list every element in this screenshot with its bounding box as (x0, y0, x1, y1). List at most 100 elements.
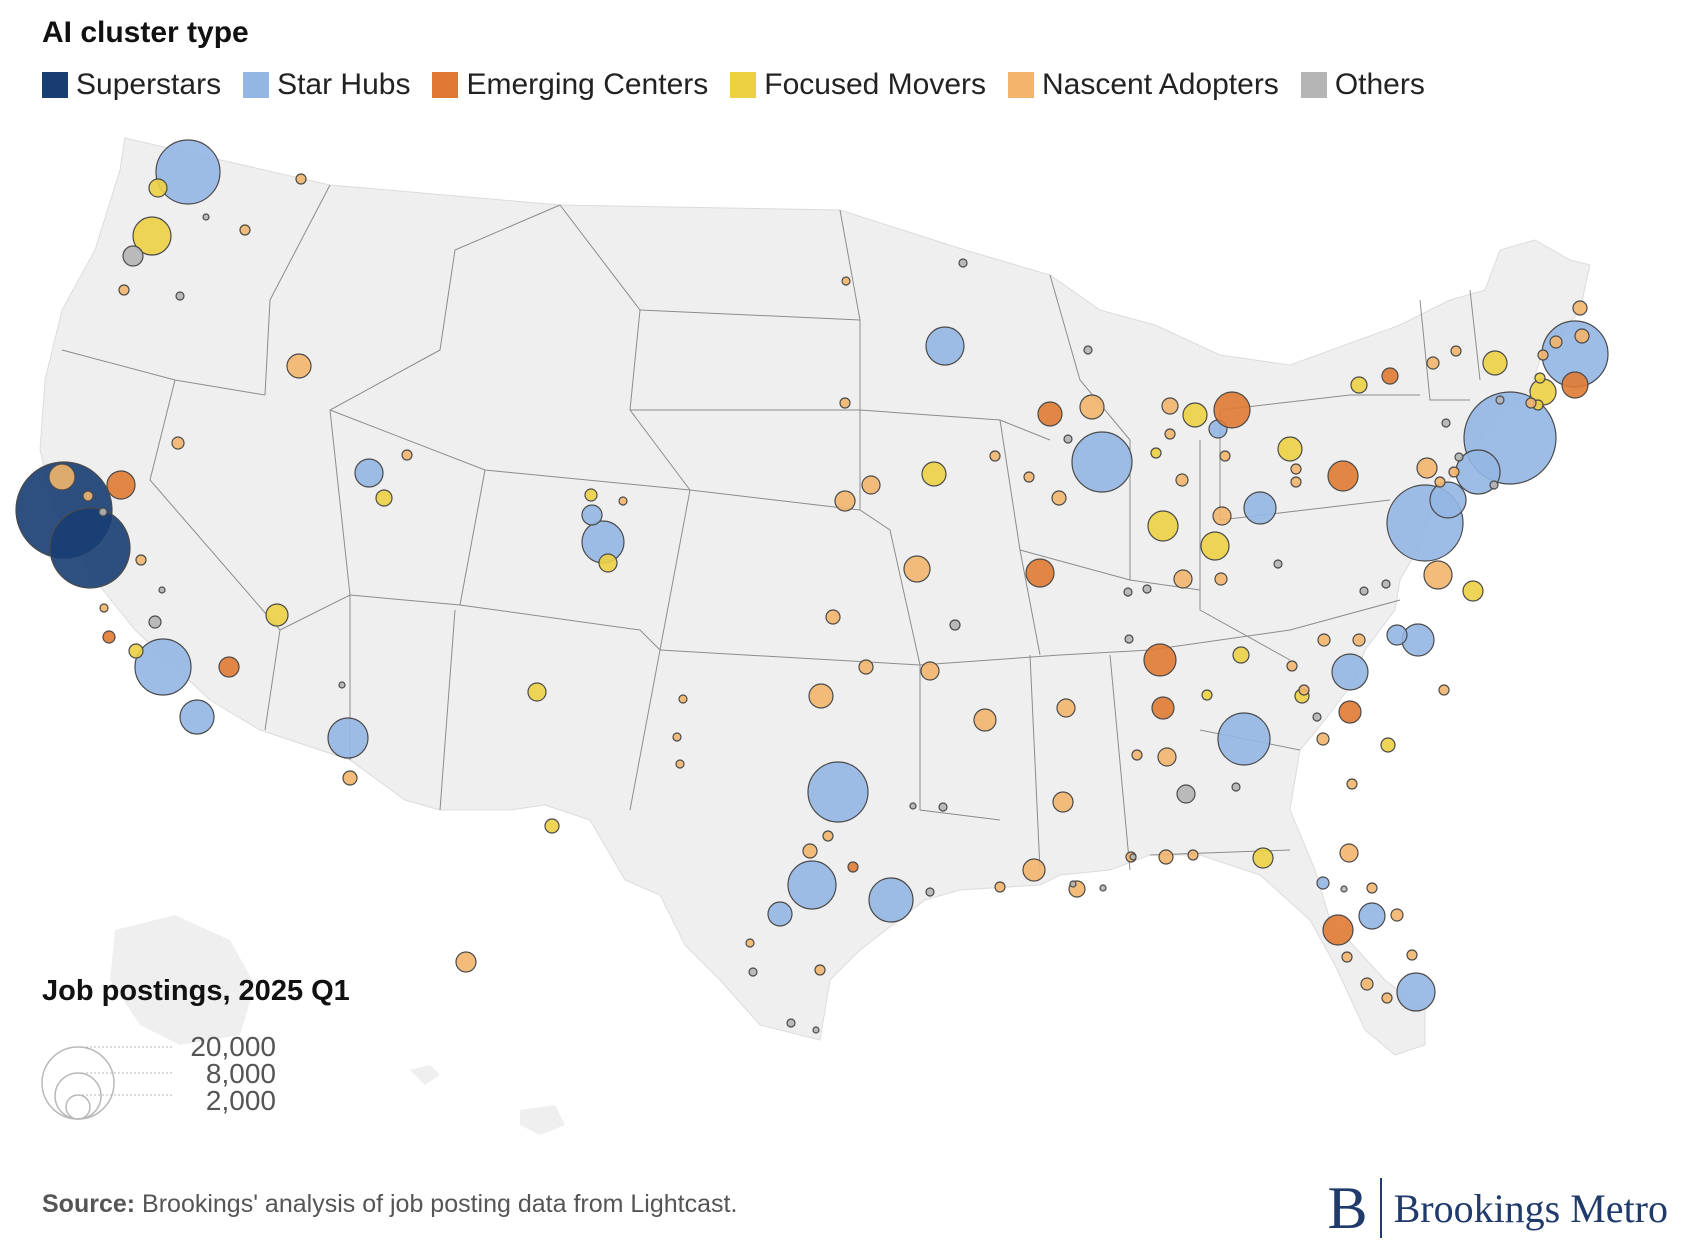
bubble-tucson[interactable] (342, 770, 358, 786)
bubble-phoenix[interactable] (327, 717, 369, 759)
bubble-beaumont[interactable] (925, 887, 935, 897)
bubble-boulder[interactable] (581, 504, 603, 526)
bubble-salt-lake-city[interactable] (354, 458, 384, 488)
bubble-knoxville[interactable] (1232, 646, 1250, 664)
bubble-gainesville[interactable] (1339, 843, 1359, 863)
bubble-lincoln[interactable] (834, 490, 856, 512)
bubble-clarksville[interactable] (1124, 634, 1134, 644)
bubble-portland-me[interactable] (1574, 328, 1590, 344)
bubble-binghamton[interactable] (1450, 345, 1462, 357)
bubble-montgomery[interactable] (1157, 747, 1177, 767)
bubble-fairfield[interactable] (1534, 372, 1546, 384)
bubble-harlingen[interactable] (812, 1026, 820, 1034)
bubble-santa-rosa[interactable] (48, 463, 76, 491)
bubble-bloomington[interactable] (1219, 450, 1231, 462)
bubble-portland[interactable] (132, 216, 172, 256)
bubble-boise[interactable] (375, 489, 393, 507)
bubble-paducah[interactable] (1123, 587, 1133, 597)
bubble-utica[interactable] (1441, 418, 1451, 428)
bubble-laredo[interactable] (748, 967, 758, 977)
bubble-lexington[interactable] (1214, 572, 1228, 586)
us-map[interactable] (0, 110, 1694, 1170)
bubble-cape-coral[interactable] (1360, 977, 1374, 991)
bubble-omaha-metro[interactable] (861, 475, 881, 495)
bubble-charleston-wv[interactable] (1359, 586, 1369, 596)
bubble-peoria[interactable] (1051, 490, 1067, 506)
bubble-syracuse[interactable] (1350, 376, 1368, 394)
bubble-lafayette[interactable] (1022, 858, 1046, 882)
bubble-pensacola[interactable] (1158, 849, 1174, 865)
bubble-wilmington[interactable] (1438, 684, 1450, 696)
bubble-lake-charles[interactable] (994, 881, 1006, 893)
bubble-salem[interactable] (122, 245, 144, 267)
bubble-raleigh[interactable] (1401, 623, 1435, 657)
bubble-greenville[interactable] (1338, 700, 1362, 724)
bubble-milwaukee[interactable] (1079, 394, 1105, 420)
bubble-albuquerque[interactable] (527, 682, 547, 702)
bubble-fort-collins[interactable] (584, 488, 598, 502)
bubble-daytona[interactable] (1366, 882, 1378, 894)
bubble-savannah[interactable] (1346, 778, 1358, 790)
bubble-charleston[interactable] (1380, 737, 1396, 753)
bubble-austin[interactable] (787, 860, 837, 910)
bubble-santa-barbara[interactable] (128, 643, 144, 659)
bubble-youngstown[interactable] (1290, 476, 1302, 488)
bubble-fort-wayne[interactable] (1164, 428, 1176, 440)
bubble-las-cruces[interactable] (675, 759, 685, 769)
bubble-providence[interactable] (1537, 349, 1549, 361)
bubble-los-angeles[interactable] (134, 638, 192, 696)
bubble-omaha[interactable] (839, 397, 851, 409)
bubble-panama-city[interactable] (1187, 849, 1199, 861)
bubble-tampa[interactable] (1322, 914, 1354, 946)
bubble-honolulu[interactable] (455, 951, 477, 973)
bubble-evansville[interactable] (1142, 584, 1152, 594)
bubble-dallas[interactable] (807, 761, 869, 823)
bubble-louisville[interactable] (1173, 569, 1193, 589)
bubble-reno[interactable] (265, 603, 289, 627)
bubble-boise-metro[interactable] (286, 353, 312, 379)
bubble-manchester[interactable] (1572, 300, 1588, 316)
bubble-san-antonio[interactable] (767, 901, 793, 927)
bubble-atlanta[interactable] (1217, 712, 1271, 766)
bubble-iowa-city[interactable] (989, 450, 1001, 462)
bubble-huntington[interactable] (1273, 559, 1283, 569)
bubble-santa-fe[interactable] (678, 694, 688, 704)
bubble-springfield-ma[interactable] (1525, 397, 1537, 409)
bubble-eugene[interactable] (118, 284, 130, 296)
bubble-rochester[interactable] (1381, 367, 1399, 385)
bubble-fargo[interactable] (958, 258, 968, 268)
bubble-indianapolis[interactable] (1147, 510, 1179, 542)
bubble-vallejo[interactable] (98, 507, 108, 517)
bubble-minneapolis[interactable] (925, 326, 965, 366)
bubble-macon[interactable] (1312, 712, 1322, 722)
bubble-colorado-springs[interactable] (598, 553, 618, 573)
bubble-harrisburg[interactable] (1448, 466, 1460, 478)
bubble-naples[interactable] (1381, 992, 1393, 1004)
bubble-chico[interactable] (171, 436, 185, 450)
bubble-salinas[interactable] (99, 603, 109, 613)
bubble-ocala[interactable] (1340, 885, 1348, 893)
bubble-san-jose[interactable] (49, 507, 131, 589)
bubble-tallahassee[interactable] (1252, 847, 1274, 869)
bubble-sacramento[interactable] (106, 470, 136, 500)
bubble-corpus-christi[interactable] (814, 964, 826, 976)
bubble-sarasota[interactable] (1341, 951, 1353, 963)
bubble-provo[interactable] (401, 449, 413, 461)
bubble-chattanooga[interactable] (1201, 689, 1213, 701)
bubble-las-vegas[interactable] (338, 681, 346, 689)
bubble-jackson[interactable] (1052, 791, 1074, 813)
bubble-poughkeepsie[interactable] (1489, 480, 1499, 490)
bubble-columbus-ga[interactable] (1231, 782, 1241, 792)
bubble-grand-rapids[interactable] (1182, 402, 1208, 428)
bubble-slidell[interactable] (1099, 884, 1107, 892)
bubble-fayetteville[interactable] (920, 661, 940, 681)
bubble-santa-cruz[interactable] (102, 630, 116, 644)
bubble-memphis[interactable] (1056, 698, 1076, 718)
bubble-chicago[interactable] (1071, 431, 1133, 493)
bubble-ithaca[interactable] (1426, 356, 1440, 370)
bubble-shreveport[interactable] (938, 802, 948, 812)
bubble-lansing[interactable] (1161, 397, 1179, 415)
bubble-el-paso[interactable] (544, 818, 560, 834)
bubble-cincinnati[interactable] (1200, 531, 1230, 561)
bubble-richmond[interactable] (1462, 580, 1484, 602)
